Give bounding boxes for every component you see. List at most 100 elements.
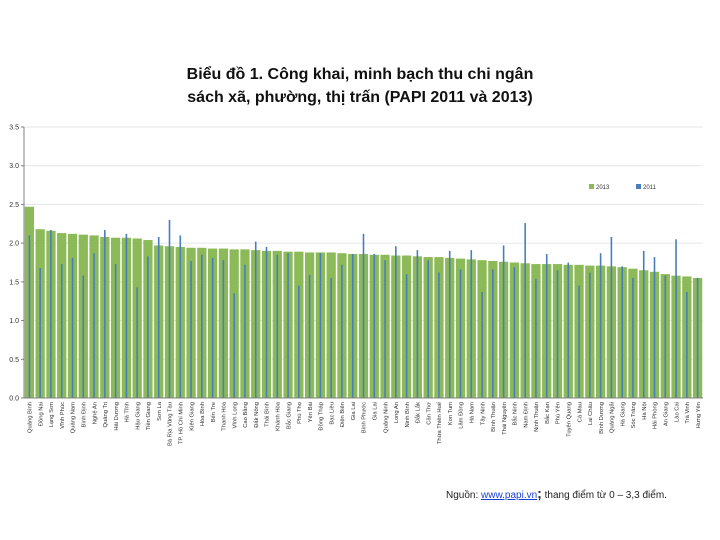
bar-2011: [556, 270, 559, 398]
x-tick-label: Quảng Ninh: [383, 402, 389, 433]
bar-2011: [190, 260, 192, 398]
x-tick-label: Hà Giang: [620, 402, 626, 427]
bar-2011: [416, 250, 419, 398]
x-tick-label: TP. Hồ Chí Minh: [178, 402, 184, 444]
x-tick-label: Long An: [394, 402, 400, 423]
x-tick-label: Bạc Liêu: [329, 402, 335, 425]
bar-2011: [39, 267, 41, 398]
bar-2011: [696, 277, 699, 398]
bar-2011: [395, 246, 397, 398]
legend-2011-swatch: [636, 184, 641, 189]
x-tick-label: Hải Phòng: [653, 402, 659, 429]
chart-title-line-1: Biểu đồ 1. Công khai, minh bạch thu chi …: [186, 66, 534, 83]
x-tick-label: Điện Biên: [340, 402, 346, 427]
legend-2013-swatch: [589, 184, 594, 189]
bar-2011: [341, 264, 343, 398]
bar-2011: [438, 272, 440, 398]
x-tick-label: Kon Tum: [448, 402, 454, 425]
bar-2011: [459, 269, 462, 398]
bar-2011: [265, 247, 268, 398]
bar-2011: [211, 257, 214, 398]
x-tick-label: Ninh Bình: [405, 402, 411, 427]
bar-2011: [632, 277, 634, 398]
bar-2011: [599, 253, 602, 398]
bar-2011: [513, 267, 516, 398]
x-tick-label: Tây Ninh: [480, 402, 486, 425]
x-tick-label: Nam Định: [523, 402, 529, 428]
bar-2011: [384, 260, 386, 398]
x-tick-label: Sơn La: [157, 401, 163, 421]
x-tick-label: Bình Dương: [599, 402, 605, 434]
bar-2011: [254, 241, 257, 398]
bar-2011: [50, 229, 52, 398]
x-tick-label: An Giang: [663, 402, 669, 426]
bar-2011: [567, 262, 570, 398]
x-tick-label: Hà Nam: [469, 402, 475, 423]
x-tick-label: Vĩnh Long: [232, 402, 238, 428]
bar-2011: [125, 233, 128, 398]
x-tick-label: Cao Bằng: [242, 402, 249, 428]
source-link[interactable]: www.papi.vn: [481, 490, 538, 501]
x-tick-label: Hải Dương: [114, 402, 120, 431]
y-tick-label: 3.0: [9, 163, 19, 170]
y-tick-label: 2.5: [9, 202, 19, 209]
x-tick-label: Yên Bái: [308, 402, 314, 422]
bar-2011: [653, 257, 656, 398]
x-tick-label: Tuyên Quang: [566, 402, 572, 437]
x-tick-label: Thanh Hóa: [222, 401, 228, 430]
source-prefix: Nguồn:: [446, 490, 479, 501]
bar-2011: [330, 277, 332, 398]
bar-2011: [222, 260, 225, 398]
bar-2011: [201, 254, 203, 398]
y-tick-label: 2.0: [9, 241, 19, 248]
bar-2011: [168, 219, 171, 398]
bar-2011: [104, 229, 106, 398]
x-tick-label: Sóc Trăng: [631, 402, 637, 428]
bar-2011: [470, 250, 473, 398]
bar-2011: [610, 236, 613, 398]
x-tick-label: Bắc Kạn: [544, 402, 551, 424]
x-tick-label: Quảng Nam: [71, 402, 77, 433]
x-tick-label: Thái Bình: [265, 402, 271, 427]
legend-2013-label: 2013: [596, 185, 610, 191]
y-tick-label: 0.5: [9, 357, 19, 364]
x-tick-label: Bắc Giang: [285, 402, 292, 429]
x-tick-label: Trà Vinh: [685, 402, 691, 424]
x-tick-label: Lạng Sơn: [49, 402, 55, 427]
bar-2011: [147, 256, 149, 398]
x-tick-labels: Quảng Bình Đồng Nai Lạng Sơn Vĩnh Phúc Quảng…: [28, 401, 702, 446]
bar-2011: [589, 272, 591, 398]
x-tick-label: Bình Phước: [362, 402, 368, 433]
x-tick-label: Lai Châu: [588, 402, 594, 425]
bar-2011: [157, 236, 160, 398]
x-tick-label: Lào Cai: [674, 402, 680, 422]
bar-2011: [233, 293, 235, 398]
x-tick-label: Thừa Thiên Huế: [437, 401, 443, 444]
x-tick-label: Cần Thơ: [426, 402, 432, 425]
x-tick-label: Hòa Bình: [200, 402, 206, 426]
y-tick-label: 3.5: [9, 125, 19, 132]
bar-2011: [524, 223, 526, 398]
y-tick-label: 1.0: [9, 318, 19, 325]
bar-2011: [545, 253, 548, 398]
bar-2011: [405, 274, 408, 398]
bar-2011: [642, 250, 645, 398]
x-tick-label: Tiền Giang: [146, 402, 152, 430]
x-tick-label: Phú Yên: [556, 402, 562, 424]
bar-2011: [276, 254, 279, 398]
x-tick-label: Đắk Lắk: [415, 402, 422, 423]
x-tick-label: Bình Định: [81, 402, 87, 427]
axes: [21, 126, 703, 399]
bar-2011: [686, 291, 688, 398]
x-tick-label: Bắc Ninh: [512, 402, 519, 426]
bar-2011: [71, 257, 74, 398]
bar-2011: [373, 253, 376, 398]
x-tick-label: Thái Nguyên: [502, 402, 508, 435]
bar-2011: [535, 278, 537, 398]
bar-2011: [502, 245, 505, 398]
x-tick-label: Hà Nội: [642, 402, 648, 420]
bar-2011: [244, 264, 246, 398]
x-tick-label: Quảng Trị: [103, 402, 109, 427]
bar-2011: [362, 233, 365, 398]
